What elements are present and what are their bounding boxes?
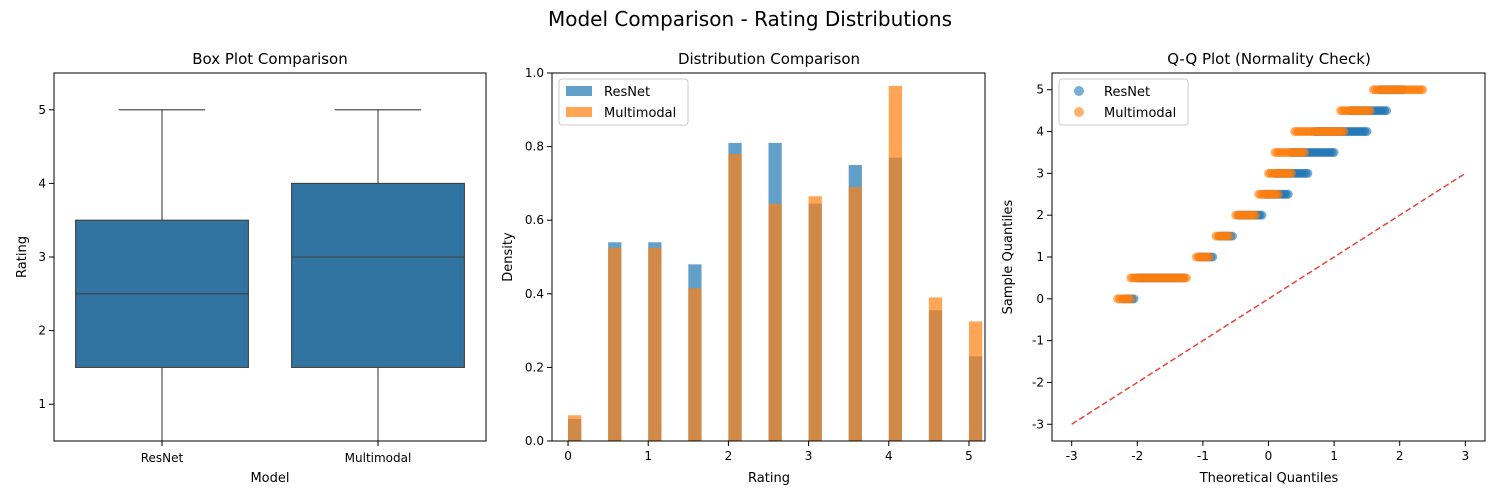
boxplot-ytick-label: 5	[38, 103, 46, 117]
histogram-title: Distribution Comparison	[678, 50, 860, 68]
histogram-bar-multimodal	[928, 297, 943, 441]
histogram-panel: Distribution Comparison 0.0 0.2 0.4 0.6 0.8 1…	[501, 50, 986, 486]
qq-legend-marker-resnet	[1074, 86, 1084, 96]
histogram-xlabel: Rating	[748, 471, 790, 486]
histogram-bar-multimodal	[568, 415, 582, 441]
qq-point-resnet	[1303, 168, 1313, 178]
histogram-ylabel: Density	[501, 232, 516, 282]
qq-xtick-label: 1	[1330, 449, 1338, 463]
histogram-xtick-label: 1	[644, 449, 652, 463]
histogram-marks: 0.0 0.2 0.4 0.6 0.8 1.0 0 1 2 3 4 5	[525, 66, 983, 463]
histogram-xtick-label: 2	[725, 449, 733, 463]
qq-point-multimodal	[1339, 127, 1349, 137]
qq-xtick-label: 0	[1265, 449, 1273, 463]
qq-point-resnet	[1329, 147, 1339, 157]
qq-axes-frame	[1051, 72, 1486, 442]
boxplot-axes-frame	[53, 72, 487, 442]
histogram-ytick-label: 0.4	[525, 287, 544, 301]
histogram-bar-multimodal	[808, 196, 822, 441]
qq-ytick-label: 3	[1036, 166, 1044, 180]
qq-point-multimodal	[1204, 252, 1214, 262]
qq-legend-label-multimodal: Multimodal	[1104, 106, 1176, 121]
histogram-bar-multimodal	[608, 247, 622, 441]
qq-xlabel: Theoretical Quantiles	[1199, 471, 1339, 486]
boxplot-xlabel: Model	[250, 471, 289, 486]
qq-xtick-label: 2	[1396, 449, 1404, 463]
qq-legend-box	[1058, 78, 1189, 126]
boxplot-xtick-label: Multimodal	[345, 451, 412, 465]
qq-point-multimodal	[1300, 147, 1310, 157]
qq-ytick-label: -2	[1032, 375, 1044, 389]
histogram-xtick-label: 5	[965, 449, 973, 463]
boxplot-ytick-label: 2	[38, 324, 46, 338]
qq-ytick-label: 2	[1036, 208, 1044, 222]
qq-legend-marker-multimodal	[1074, 107, 1084, 117]
qq-ytick-label: 1	[1036, 250, 1044, 264]
histogram-bar-multimodal	[688, 288, 702, 441]
qq-legend-label-resnet: ResNet	[1104, 85, 1150, 100]
boxplot-panel: Box Plot Comparison ResNet Multimodal 1 2 3 4…	[15, 50, 487, 486]
boxplot-title: Box Plot Comparison	[192, 50, 348, 68]
qq-ytick-label: 4	[1036, 125, 1044, 139]
histogram-legend-label-resnet: ResNet	[604, 85, 650, 100]
qq-panel: Q-Q Plot (Normality Check) -3-2-1012345-…	[1001, 50, 1486, 486]
boxplot-ytick-label: 1	[38, 397, 46, 411]
histogram-ytick-label: 0.0	[525, 434, 544, 448]
histogram-legend-swatch-resnet	[566, 86, 592, 96]
qq-point-multimodal	[1224, 231, 1234, 241]
histogram-legend-label-multimodal: Multimodal	[604, 106, 676, 121]
histogram-bar-multimodal	[888, 85, 903, 441]
qq-reference-line	[1071, 172, 1466, 425]
boxplot-ytick-label: 4	[38, 176, 46, 190]
qq-point-multimodal	[1181, 273, 1191, 283]
histogram-axes-frame	[551, 72, 986, 442]
qq-marks: -3 -2 -1 0 1 2 3 4 5 -3 -2 -1 0 1 2 3	[1032, 83, 1469, 463]
histogram-ytick-label: 0.6	[525, 213, 544, 227]
qq-point-resnet	[1362, 127, 1372, 137]
boxplot-ylabel: Rating	[15, 236, 30, 278]
qq-xtick-label: -3	[1066, 449, 1078, 463]
qq-ytick-label: -1	[1032, 334, 1044, 348]
boxplot-ytick-label: 3	[38, 250, 46, 264]
figure-title: Model Comparison - Rating Distributions	[548, 7, 952, 31]
qq-point-multimodal	[1286, 168, 1296, 178]
qq-point-resnet	[1283, 189, 1293, 199]
histogram-xtick-label: 4	[885, 449, 893, 463]
qq-legend: ResNet Multimodal	[1058, 78, 1189, 126]
qq-ytick-label: 5	[1036, 83, 1044, 97]
qq-ytick-label: -3	[1032, 417, 1044, 431]
histogram-xtick-label: 0	[564, 449, 572, 463]
histogram-ytick-label: 0.2	[525, 360, 544, 374]
qq-xtick-label: -1	[1197, 449, 1209, 463]
boxplot-xtick-label: ResNet	[141, 451, 184, 465]
qq-point-multimodal	[1418, 85, 1428, 95]
histogram-bar-multimodal	[768, 203, 782, 441]
qq-point-multimodal	[1273, 189, 1283, 199]
histogram-legend-swatch-multimodal	[566, 107, 592, 117]
qq-point-multimodal	[1250, 210, 1260, 220]
histogram-legend: ResNet Multimodal	[558, 78, 689, 126]
qq-point-resnet	[1382, 106, 1392, 116]
qq-xtick-label: -2	[1131, 449, 1143, 463]
qq-point-multimodal	[1365, 106, 1375, 116]
qq-ytick-label: 0	[1036, 292, 1044, 306]
histogram-bar-multimodal	[848, 187, 862, 441]
qq-title: Q-Q Plot (Normality Check)	[1167, 50, 1371, 68]
histogram-xtick-label: 3	[805, 449, 813, 463]
box-multimodal-iqr	[291, 182, 465, 368]
qq-point-resnet	[1257, 210, 1267, 220]
boxplot-marks: ResNet Multimodal 1 2 3 4 5	[38, 103, 465, 465]
histogram-ytick-label: 0.8	[525, 140, 544, 154]
histogram-bar-multimodal	[968, 321, 983, 441]
qq-xtick-label: 3	[1461, 449, 1469, 463]
qq-ylabel: Sample Quantiles	[1001, 199, 1016, 314]
qq-point-multimodal	[1126, 294, 1136, 304]
histogram-bar-multimodal	[648, 247, 662, 441]
histogram-bar-multimodal	[728, 153, 742, 441]
histogram-ytick-label: 1.0	[525, 66, 544, 80]
